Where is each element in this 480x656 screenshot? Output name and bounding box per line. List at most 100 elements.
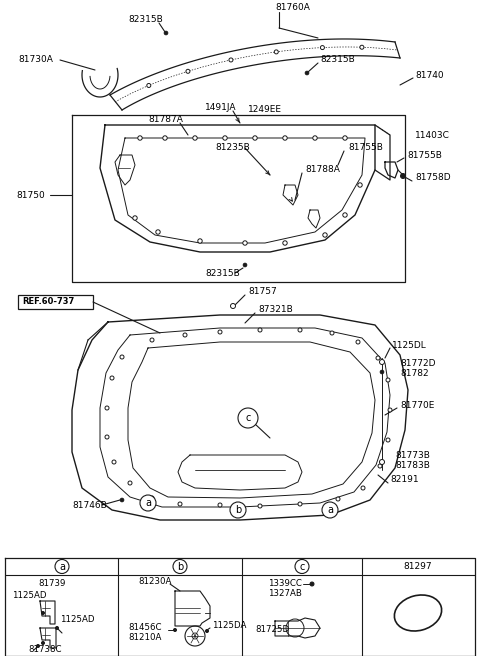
Text: c: c [245,413,251,423]
Text: a: a [59,562,65,571]
Text: 81770E: 81770E [400,401,434,409]
Circle shape [138,136,142,140]
Circle shape [243,263,247,267]
Circle shape [120,498,124,502]
Circle shape [274,50,278,54]
Circle shape [56,626,59,630]
Circle shape [243,241,247,245]
Text: 81738C: 81738C [28,646,61,655]
Circle shape [55,560,69,573]
Circle shape [400,173,406,178]
Text: 1339CC: 1339CC [268,579,302,588]
Text: 81456C: 81456C [128,623,161,632]
Circle shape [388,408,392,412]
Circle shape [238,408,258,428]
Text: 81755B: 81755B [348,144,383,152]
Text: a: a [327,505,333,515]
Circle shape [198,239,202,243]
Circle shape [183,333,187,337]
Text: 81773B: 81773B [395,451,430,459]
Text: 1327AB: 1327AB [268,588,302,598]
Text: 82191: 82191 [390,476,419,485]
Circle shape [380,459,384,464]
Circle shape [223,136,227,140]
Text: 81210A: 81210A [128,634,161,642]
Circle shape [313,136,317,140]
Circle shape [164,31,168,35]
Circle shape [258,328,262,332]
Text: REF.60-737: REF.60-737 [22,298,74,306]
Circle shape [205,630,208,632]
Text: 81230A: 81230A [138,577,171,586]
Text: 1125AD: 1125AD [12,590,47,600]
Circle shape [140,495,156,511]
Circle shape [283,241,287,245]
Circle shape [343,136,347,140]
Text: 81782: 81782 [400,369,429,379]
Circle shape [298,328,302,332]
Circle shape [36,644,39,647]
Circle shape [358,183,362,187]
Text: 81788A: 81788A [305,165,340,174]
Text: 81725D: 81725D [255,626,289,634]
Circle shape [229,58,233,62]
Text: 81730A: 81730A [18,56,53,64]
Circle shape [336,497,340,501]
Circle shape [185,626,205,646]
Circle shape [360,45,364,49]
Circle shape [110,376,114,380]
Text: 1491JA: 1491JA [205,104,237,112]
Text: 81757: 81757 [248,287,277,297]
Text: 81787A: 81787A [148,115,183,125]
Circle shape [323,233,327,237]
Text: 87321B: 87321B [258,306,293,314]
Circle shape [186,70,190,73]
Circle shape [322,502,338,518]
Text: a: a [145,498,151,508]
Circle shape [286,619,304,637]
Text: b: b [177,562,183,571]
Text: 1125AD: 1125AD [60,615,95,625]
Circle shape [150,496,154,500]
Text: 82315B: 82315B [320,56,355,64]
Circle shape [298,502,302,506]
Circle shape [178,502,182,506]
Circle shape [112,460,116,464]
Circle shape [120,355,124,359]
Circle shape [230,502,246,518]
Text: 81739: 81739 [38,579,65,588]
Circle shape [386,378,390,382]
Text: 82315B: 82315B [205,268,240,277]
Circle shape [378,464,382,468]
Circle shape [147,83,151,87]
Circle shape [380,359,384,365]
Circle shape [41,611,45,615]
Circle shape [105,435,109,439]
Circle shape [156,230,160,234]
Text: 1249EE: 1249EE [248,106,282,115]
Circle shape [41,642,45,644]
Circle shape [193,136,197,140]
Circle shape [330,331,334,335]
Text: b: b [235,505,241,515]
Circle shape [230,304,236,308]
Circle shape [128,481,132,485]
Circle shape [376,356,380,360]
Circle shape [310,582,314,586]
Circle shape [343,213,347,217]
Text: 1125DL: 1125DL [392,340,427,350]
Text: 81740: 81740 [415,70,444,79]
Circle shape [283,136,287,140]
Circle shape [105,406,109,410]
Circle shape [356,340,360,344]
Circle shape [173,560,187,573]
Circle shape [258,504,262,508]
Text: c: c [300,562,305,571]
Circle shape [295,560,309,573]
Circle shape [173,628,177,632]
Text: 11403C: 11403C [415,131,450,140]
Circle shape [253,136,257,140]
Circle shape [163,136,167,140]
Text: 81772D: 81772D [400,358,435,367]
Circle shape [386,438,390,442]
